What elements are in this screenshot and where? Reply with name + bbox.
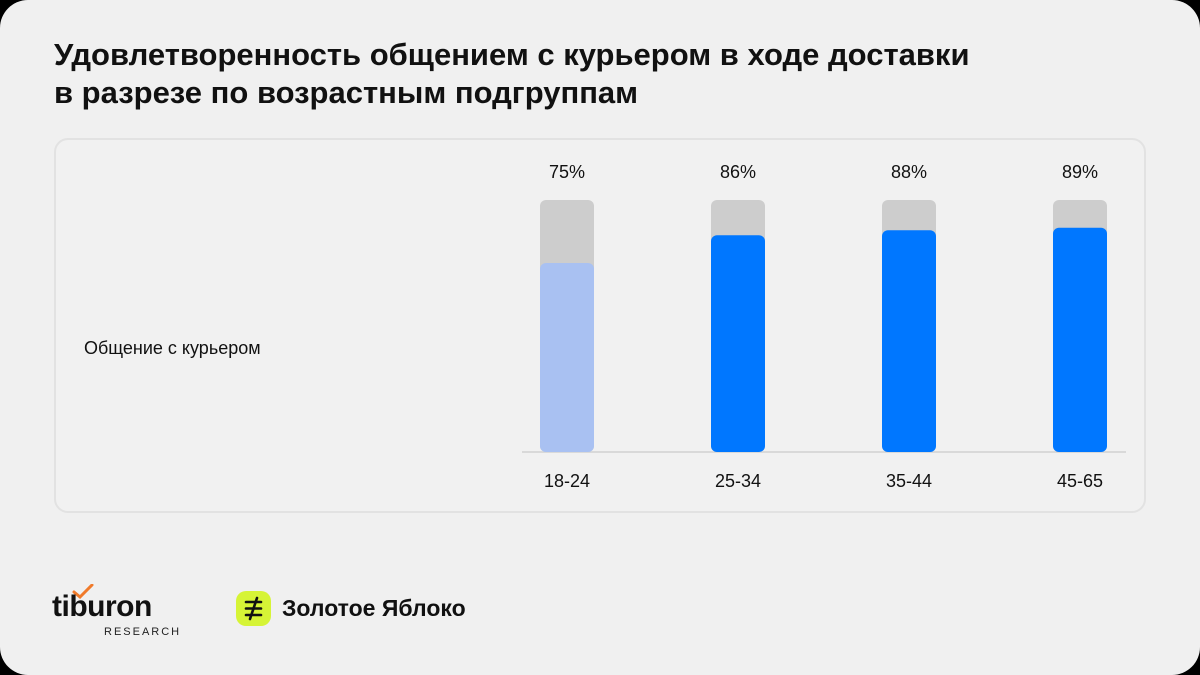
checkmark-icon xyxy=(72,584,94,600)
x-tick-label: 18-24 xyxy=(544,471,590,491)
chart-card xyxy=(54,138,1146,513)
tiburon-subtitle: RESEARCH xyxy=(104,626,182,638)
partner-name: Золотое Яблоко xyxy=(282,595,466,621)
x-tick-label: 45-65 xyxy=(1057,471,1103,491)
tiburon-wordmark: tiburon xyxy=(52,590,152,623)
bar xyxy=(711,235,765,452)
x-tick-label: 25-34 xyxy=(715,471,761,491)
bar xyxy=(540,263,594,452)
data-label: 86% xyxy=(720,162,756,182)
data-label: 89% xyxy=(1062,162,1098,182)
tiburon-logo: tiburon RESEARCH xyxy=(52,584,192,644)
data-label: 88% xyxy=(891,162,927,182)
bar xyxy=(882,230,936,452)
data-label: 75% xyxy=(549,162,585,182)
title-line-1: Удовлетворенность общением с курьером в … xyxy=(54,37,970,72)
bar xyxy=(1053,227,1107,452)
title-line-2: в разрезе по возрастным подгруппам xyxy=(54,75,639,110)
page-title: Удовлетворенность общением с курьером в … xyxy=(54,36,1114,112)
x-tick-label: 35-44 xyxy=(886,471,932,491)
golden-apple-logo-icon xyxy=(236,591,271,626)
chart-row-label: Общение с курьером xyxy=(84,338,261,358)
